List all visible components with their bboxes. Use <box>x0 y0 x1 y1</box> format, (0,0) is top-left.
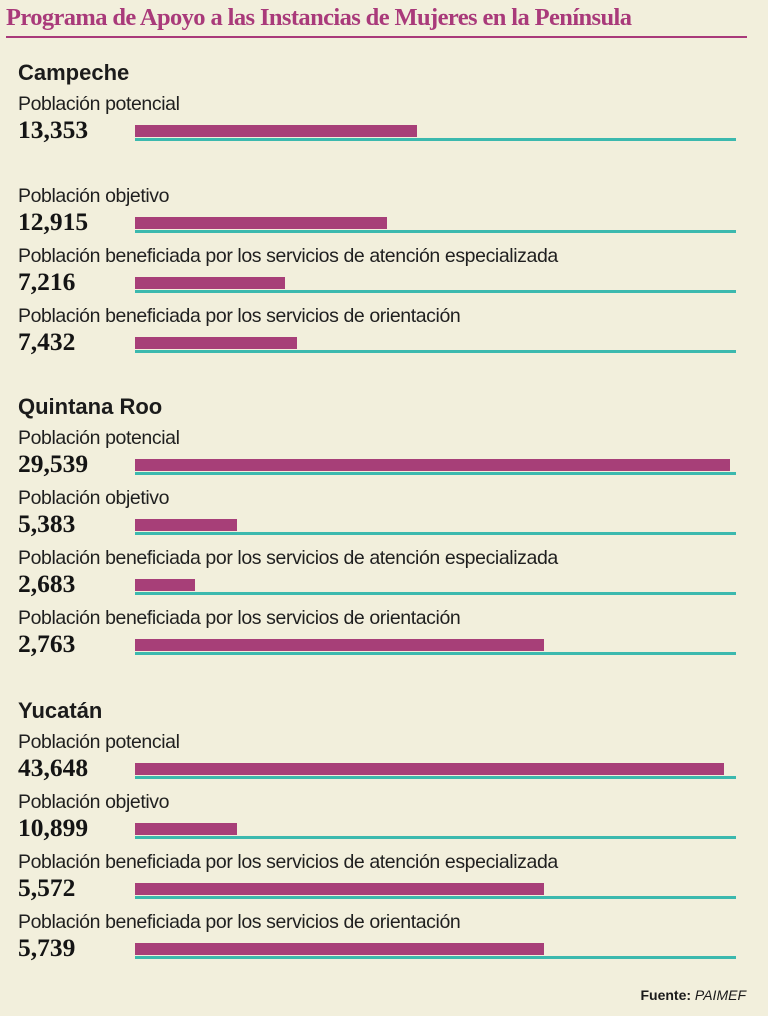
metric-label: Población potencial <box>18 427 180 449</box>
metric-value: 7,216 <box>18 267 76 296</box>
bar-fill <box>135 639 544 651</box>
bar-track <box>135 532 736 535</box>
bar-track <box>135 592 736 595</box>
bar-fill <box>135 579 195 591</box>
metric-label: Población beneficiada por los servicios … <box>18 305 461 327</box>
metric-value: 2,763 <box>18 629 76 658</box>
bar-fill <box>135 823 237 835</box>
metric-label: Población objetivo <box>18 791 170 813</box>
source-label: Fuente: <box>640 987 692 1003</box>
source-note: Fuente: PAIMEF <box>640 986 746 1004</box>
metric-value: 7,432 <box>18 327 76 356</box>
metric-value: 10,899 <box>18 813 89 842</box>
bar-track <box>135 652 736 655</box>
metric-label: Población beneficiada por los servicios … <box>18 851 558 873</box>
bar-fill <box>135 943 544 955</box>
region-name: Quintana Roo <box>18 394 163 419</box>
bar-fill <box>135 125 417 137</box>
metric-value: 2,683 <box>18 569 76 598</box>
metric-label: Población potencial <box>18 731 180 753</box>
metric-label: Población beneficiada por los servicios … <box>18 547 558 569</box>
bar-track <box>135 138 736 141</box>
bar-fill <box>135 763 724 775</box>
metric-value: 13,353 <box>18 115 89 144</box>
bar-track <box>135 836 736 839</box>
title-underline <box>6 36 747 38</box>
bar-track <box>135 956 736 959</box>
metric-label: Población potencial <box>18 93 180 115</box>
metric-value: 5,739 <box>18 933 76 962</box>
bar-track <box>135 230 736 233</box>
bar-track <box>135 290 736 293</box>
region-name: Campeche <box>18 60 130 85</box>
bar-fill <box>135 277 285 289</box>
metric-label: Población objetivo <box>18 487 170 509</box>
metric-label: Población beneficiada por los servicios … <box>18 245 558 267</box>
metric-value: 5,572 <box>18 873 76 902</box>
metric-label: Población objetivo <box>18 185 170 207</box>
bar-fill <box>135 217 387 229</box>
metric-label: Población beneficiada por los servicios … <box>18 911 461 933</box>
metric-value: 12,915 <box>18 207 89 236</box>
metric-value: 5,383 <box>18 509 76 538</box>
bar-track <box>135 896 736 899</box>
metric-label: Población beneficiada por los servicios … <box>18 607 461 629</box>
bar-track <box>135 472 736 475</box>
bar-track <box>135 350 736 353</box>
bar-fill <box>135 459 730 471</box>
bar-fill <box>135 519 237 531</box>
region-name: Yucatán <box>18 698 103 723</box>
bar-fill <box>135 883 544 895</box>
bar-track <box>135 776 736 779</box>
metric-value: 29,539 <box>18 449 89 478</box>
bar-fill <box>135 337 297 349</box>
source-name: PAIMEF <box>694 987 746 1003</box>
metric-value: 43,648 <box>18 753 89 782</box>
chart-title: Programa de Apoyo a las Instancias de Mu… <box>6 4 632 31</box>
